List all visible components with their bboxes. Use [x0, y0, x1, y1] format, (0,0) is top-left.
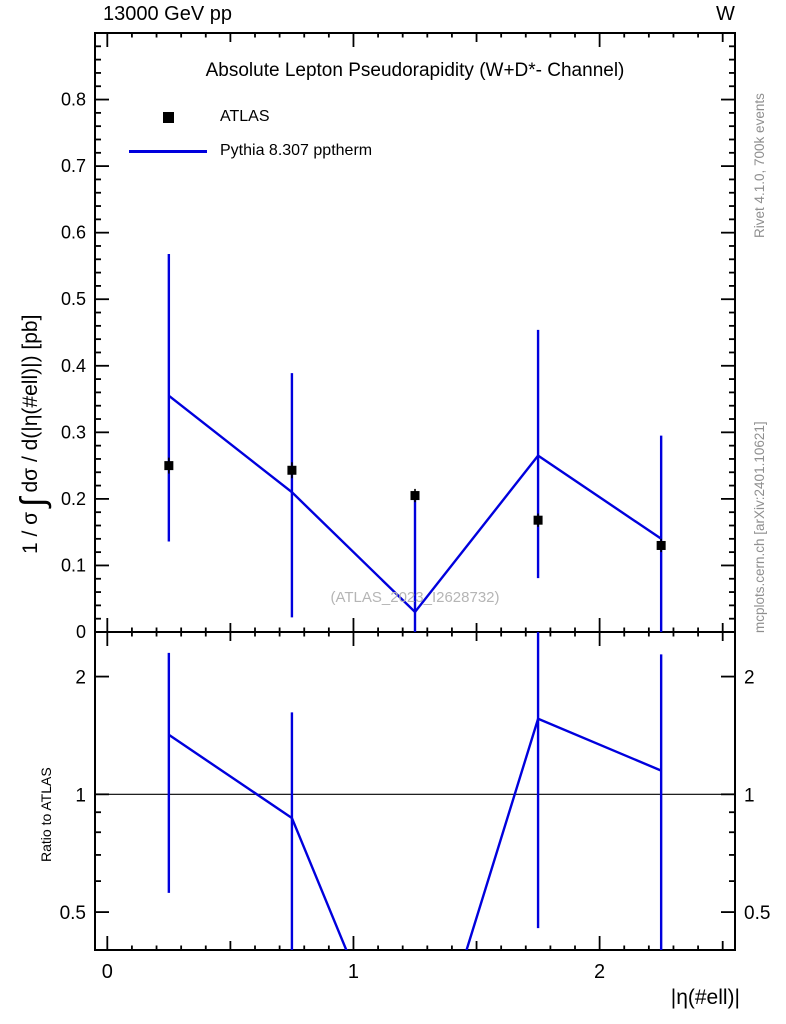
legend-label-atlas: ATLAS — [220, 108, 270, 125]
integral-symbol: ∫ — [14, 497, 52, 507]
watermark: (ATLAS_2023_I2628732) — [330, 589, 500, 606]
x-tick-label: 1 — [348, 961, 359, 983]
main-series-line — [167, 253, 663, 632]
y-tick-label-ratio-right: 2 — [744, 668, 755, 689]
ratio-y-axis-label: Ratio to ATLAS — [38, 767, 54, 862]
y-tick-label-main: 0 — [76, 622, 86, 642]
data-point-marker — [164, 461, 174, 471]
y-tick-label-main: 0.1 — [61, 555, 86, 575]
legend-item-atlas: ATLAS — [128, 100, 372, 134]
y-tick-label-ratio-left: 2 — [75, 668, 86, 689]
legend-swatch-area — [128, 149, 208, 153]
x-tick-label: 2 — [594, 961, 605, 983]
mc-prediction-line — [168, 394, 662, 614]
y-tick-label-main: 0.5 — [61, 289, 86, 309]
legend-label-pythia: Pythia 8.307 pptherm — [220, 142, 373, 159]
y-tick-label-ratio-right: 1 — [744, 785, 755, 806]
mcplots-citation-label: mcplots.cern.ch [arXiv:2401.10621] — [752, 421, 767, 633]
process-label: W — [716, 3, 735, 25]
y-tick-label-main: 0.2 — [61, 489, 86, 509]
plot-title: Absolute Lepton Pseudorapidity (W+D*- Ch… — [205, 60, 625, 81]
y-tick-label-ratio-left: 1 — [75, 785, 86, 806]
data-point-marker — [287, 465, 297, 475]
y-tick-label-ratio-right: 0.5 — [744, 903, 770, 924]
main-series-markers — [164, 457, 666, 553]
ylabel-suffix: dσ / d(|η(#ell)|) [pb] — [19, 314, 42, 493]
ratio-frame — [94, 631, 736, 951]
y-tick-label-main: 0.6 — [61, 223, 86, 243]
y-tick-label-main: 0.3 — [61, 422, 86, 442]
y-tick-label-ratio-left: 0.5 — [60, 903, 86, 924]
main-y-axis-label: 1 / σ ∫ dσ / d(|η(#ell)|) [pb] — [14, 315, 53, 554]
legend-square-marker-icon — [162, 111, 174, 123]
y-tick-label-main: 0.8 — [61, 90, 86, 110]
x-tick-label: 0 — [102, 961, 113, 983]
data-point-marker — [533, 515, 543, 525]
y-tick-label-main: 0.4 — [61, 356, 86, 376]
ylabel-prefix: 1 / σ — [19, 511, 42, 554]
rivet-version-label: Rivet 4.1.0, 700k events — [752, 93, 767, 238]
legend-line-marker-icon — [129, 149, 207, 153]
tick-labels: 0 1 2 0 0.1 0.2 0.3 0.4 0.5 0.6 0.7 0.8 0.5 0.5 1 1 2 2 — [60, 90, 771, 983]
mc-prediction-line — [168, 717, 662, 950]
data-point-marker — [656, 540, 666, 550]
legend: ATLAS Pythia 8.307 pptherm — [128, 100, 372, 168]
data-point-marker — [410, 491, 420, 501]
legend-item-pythia: Pythia 8.307 pptherm — [128, 134, 372, 168]
x-axis-label: |η(#ell)| — [670, 986, 740, 1009]
beam-energy-label: 13000 GeV pp — [103, 3, 232, 25]
ratio-series-line — [167, 632, 663, 950]
y-tick-label-main: 0.7 — [61, 156, 86, 176]
legend-swatch-area — [128, 111, 208, 123]
